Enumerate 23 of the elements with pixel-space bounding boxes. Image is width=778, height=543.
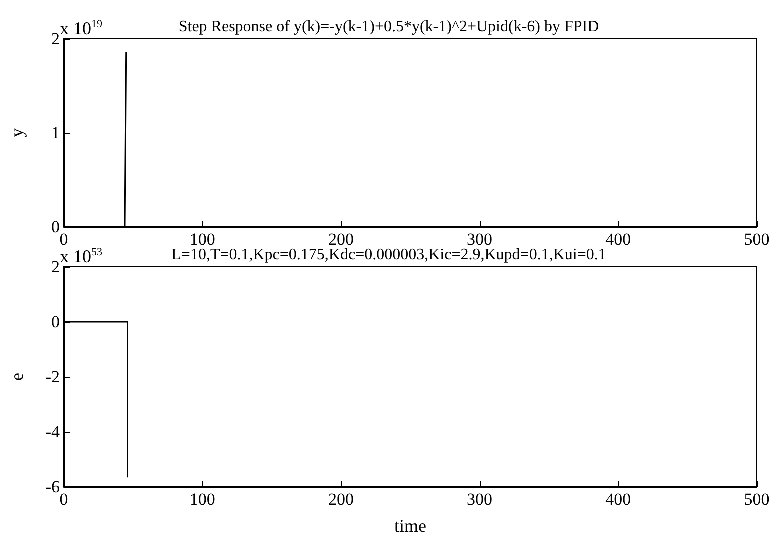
chart-title: L=10,T=0.1,Kpc=0.175,Kdc=0.000003,Kic=2.9,Kupd=0.1,Kui=0.1 bbox=[172, 246, 606, 264]
y-axis-title: y bbox=[7, 128, 27, 138]
y-tick-label: -6 bbox=[46, 478, 60, 496]
y-tick-label: 2 bbox=[52, 30, 60, 48]
chart-title: Step Response of y(k)=-y(k-1)+0.5*y(k-1)^2+Upid(k-6) by FPID bbox=[178, 18, 600, 36]
y-tick-label: 1 bbox=[52, 124, 60, 142]
x-tick-label: 200 bbox=[328, 230, 354, 249]
x-tick-label: 300 bbox=[467, 230, 493, 249]
x-axis-title: time bbox=[394, 516, 427, 536]
y-axis-title: e bbox=[7, 373, 27, 381]
y-tick-label: -2 bbox=[46, 368, 60, 386]
y-tick-label: -4 bbox=[46, 422, 60, 442]
y-tick-label: 0 bbox=[52, 312, 60, 332]
x-tick-label: 100 bbox=[190, 490, 216, 509]
x-tick-label: 100 bbox=[190, 230, 216, 249]
x-tick-label: 300 bbox=[467, 490, 493, 509]
x-tick-label: 500 bbox=[744, 490, 770, 509]
y-tick-label: 2 bbox=[52, 258, 60, 276]
x-tick-label: 500 bbox=[744, 230, 770, 249]
x-tick-label: 400 bbox=[606, 230, 632, 249]
y-tick-label: 0 bbox=[52, 218, 60, 236]
x-tick-label: 400 bbox=[606, 490, 632, 509]
x-tick-label: 200 bbox=[328, 490, 354, 509]
